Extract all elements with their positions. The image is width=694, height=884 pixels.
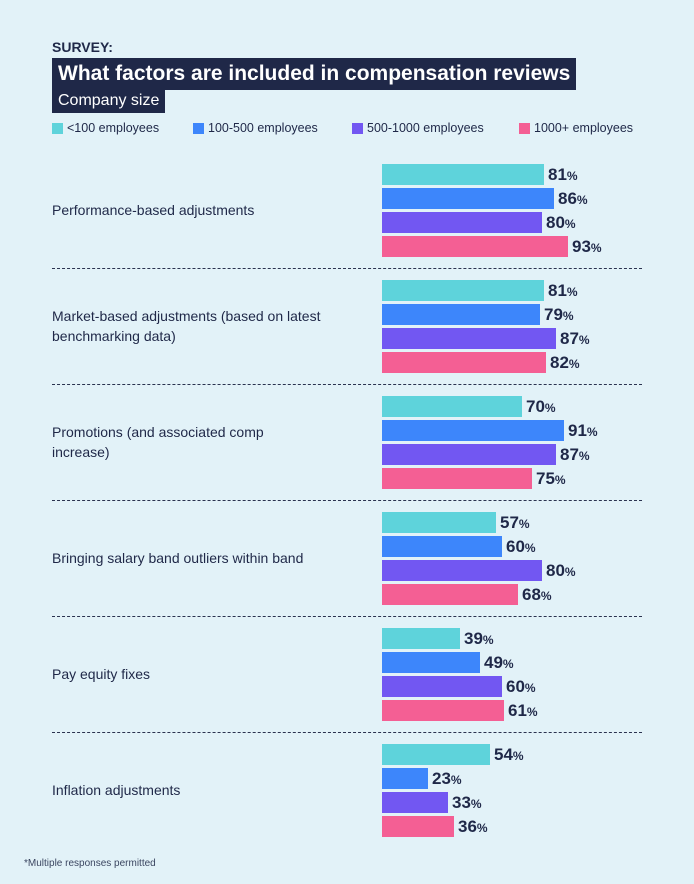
bar — [382, 396, 522, 417]
bar — [382, 700, 504, 721]
divider — [52, 268, 642, 269]
data-label: 81% — [548, 165, 578, 184]
legend-swatch — [519, 122, 530, 134]
data-label: 93% — [572, 237, 602, 256]
legend-swatch — [193, 122, 204, 134]
legend-swatch — [52, 122, 63, 134]
divider — [52, 616, 642, 617]
data-label: 87% — [560, 445, 590, 464]
bar — [382, 768, 428, 789]
bar — [382, 512, 496, 533]
data-label: 33% — [452, 793, 482, 812]
bar — [382, 792, 448, 813]
chart-title: What factors are included in compensatio… — [52, 58, 577, 90]
kicker: SURVEY: — [52, 39, 113, 55]
legend-label: 100-500 employees — [208, 121, 318, 135]
divider — [52, 500, 642, 501]
bar — [382, 816, 454, 837]
bar — [382, 468, 532, 489]
data-label: 81% — [548, 281, 578, 300]
category-label: Market-based adjustments (based on lates… — [52, 308, 321, 344]
data-label: 80% — [546, 213, 576, 232]
data-label: 79% — [544, 305, 574, 324]
legend-label: 500-1000 employees — [367, 121, 484, 135]
bar — [382, 536, 502, 557]
data-label: 86% — [558, 189, 588, 208]
category-label: Promotions (and associated comp increase… — [52, 424, 264, 460]
chart-subtitle: Company size — [52, 89, 166, 113]
data-label: 87% — [560, 329, 590, 348]
data-label: 61% — [508, 701, 538, 720]
legend-item: 1000+ employees — [519, 121, 633, 135]
data-label: 54% — [494, 745, 524, 764]
divider — [52, 384, 642, 385]
bar — [382, 560, 542, 581]
bar — [382, 628, 460, 649]
bar — [382, 352, 546, 373]
bar — [382, 584, 518, 605]
data-label: 60% — [506, 677, 536, 696]
bar — [382, 280, 544, 301]
bar — [382, 744, 490, 765]
bar — [382, 212, 542, 233]
data-label: 91% — [568, 421, 598, 440]
data-label: 39% — [464, 629, 494, 648]
bar — [382, 304, 540, 325]
data-label: 36% — [458, 817, 488, 836]
category-label: Bringing salary band outliers within ban… — [52, 550, 304, 566]
footnote: *Multiple responses permitted — [24, 858, 156, 869]
divider — [52, 732, 642, 733]
bar — [382, 652, 480, 673]
data-label: 49% — [484, 653, 514, 672]
data-label: 82% — [550, 353, 580, 372]
category-label: Inflation adjustments — [52, 782, 181, 798]
bar — [382, 164, 544, 185]
data-label: 23% — [432, 769, 462, 788]
legend-swatch — [352, 122, 363, 134]
category-label: Pay equity fixes — [52, 666, 151, 682]
legend-label: 1000+ employees — [534, 121, 634, 135]
category-label: Performance-based adjustments — [52, 202, 255, 218]
legend-item: 500-1000 employees — [352, 121, 484, 135]
legend-label: <100 employees — [67, 121, 160, 135]
data-label: 70% — [526, 397, 556, 416]
bar — [382, 444, 556, 465]
data-label: 57% — [500, 513, 530, 532]
bar — [382, 420, 564, 441]
data-label: 80% — [546, 561, 576, 580]
legend-item: <100 employees — [52, 121, 159, 135]
bar — [382, 236, 568, 257]
data-label: 75% — [536, 469, 566, 488]
legend-item: 100-500 employees — [193, 121, 318, 135]
data-label: 68% — [522, 585, 552, 604]
bar — [382, 188, 554, 209]
bar — [382, 328, 556, 349]
data-label: 60% — [506, 537, 536, 556]
bar — [382, 676, 502, 697]
